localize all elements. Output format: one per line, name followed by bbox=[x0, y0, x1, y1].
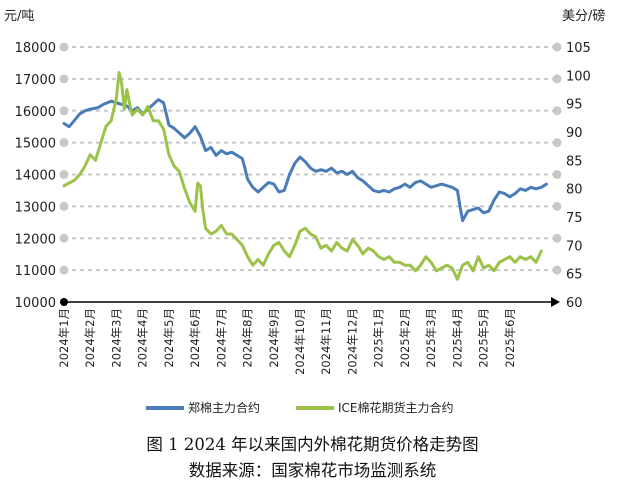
x-tick-label: 2025年5月 bbox=[477, 308, 491, 368]
grid-dot bbox=[552, 201, 562, 211]
x-tick-label: 2024年3月 bbox=[109, 308, 123, 368]
right-tick-label: 95 bbox=[566, 98, 583, 113]
x-tick-label: 2025年6月 bbox=[503, 308, 517, 368]
x-axis-arrow bbox=[551, 297, 560, 307]
legend-label-ice: ICE棉花期货主力合约 bbox=[338, 400, 454, 415]
price-chart: 10000 11000 12000 13000 14000 15000 16000 17000… bbox=[4, 8, 605, 415]
right-axis-unit: 美分/磅 bbox=[562, 8, 605, 24]
series-line-ice bbox=[62, 71, 543, 281]
grid-dot bbox=[552, 42, 562, 52]
grid-dot bbox=[552, 233, 562, 243]
x-tick-label: 2024年2月 bbox=[83, 308, 97, 368]
left-tick-label: 13000 bbox=[15, 200, 56, 215]
legend-label-zhengmian: 郑棉主力合约 bbox=[188, 400, 260, 415]
x-tick-label: 2025年2月 bbox=[398, 308, 412, 368]
right-tick-label: 80 bbox=[566, 183, 583, 198]
x-tick-label: 2024年8月 bbox=[241, 308, 255, 368]
legend: 郑棉主力合约 ICE棉花期货主力合约 bbox=[146, 400, 454, 415]
grid-dot bbox=[552, 170, 562, 179]
x-axis bbox=[60, 297, 560, 307]
left-tick-label: 11000 bbox=[15, 264, 56, 279]
grid-dot bbox=[59, 170, 69, 179]
left-axis-unit: 元/吨 bbox=[4, 9, 34, 24]
x-tick-label: 2024年10月 bbox=[293, 308, 307, 375]
x-tick-label: 2024年7月 bbox=[214, 308, 228, 368]
right-tick-label: 105 bbox=[566, 41, 591, 56]
x-tick-label: 2024年12月 bbox=[345, 308, 359, 375]
right-axis-ticks: 60 65 70 75 80 85 90 95 100 105 bbox=[566, 41, 591, 311]
x-axis-origin-dot bbox=[60, 298, 68, 306]
grid-dot bbox=[59, 265, 69, 275]
left-tick-label: 18000 bbox=[15, 41, 56, 56]
left-tick-label: 16000 bbox=[15, 105, 56, 120]
grid-dot bbox=[59, 138, 69, 148]
x-axis-tick-labels: 2024年1月 2024年2月 2024年3月 2024年4月 2024年5月 2024年… bbox=[57, 308, 517, 375]
right-tick-label: 70 bbox=[566, 239, 583, 254]
left-tick-label: 15000 bbox=[15, 137, 56, 152]
x-tick-label: 2024年1月 bbox=[57, 308, 71, 368]
x-tick-label: 2025年1月 bbox=[372, 308, 386, 368]
x-tick-label: 2024年9月 bbox=[267, 308, 281, 368]
grid-dot bbox=[552, 265, 562, 275]
series-line-zhengmian bbox=[62, 98, 548, 223]
grid-dot bbox=[59, 42, 69, 52]
gridlines bbox=[59, 42, 562, 275]
x-tick-label: 2024年6月 bbox=[188, 308, 202, 368]
figure-source: 数据来源：国家棉花市场监测系统 bbox=[188, 461, 437, 480]
grid-dot bbox=[552, 106, 562, 116]
right-tick-label: 75 bbox=[566, 211, 583, 226]
x-tick-label: 2025年4月 bbox=[450, 308, 464, 368]
right-tick-label: 60 bbox=[566, 296, 583, 311]
right-tick-label: 65 bbox=[566, 268, 583, 283]
series-lines bbox=[62, 71, 548, 281]
right-tick-label: 85 bbox=[566, 154, 583, 169]
grid-dot bbox=[59, 233, 69, 243]
x-tick-label: 2024年4月 bbox=[136, 308, 150, 368]
right-tick-label: 90 bbox=[566, 126, 583, 141]
left-tick-label: 14000 bbox=[15, 169, 56, 184]
figure-title: 图 1 2024 年以来国内外棉花期货价格走势图 bbox=[146, 435, 479, 454]
left-tick-label: 12000 bbox=[15, 232, 56, 247]
grid-dot bbox=[59, 74, 69, 84]
x-tick-label: 2024年5月 bbox=[162, 308, 176, 368]
right-tick-label: 100 bbox=[566, 69, 591, 84]
grid-dot bbox=[552, 138, 562, 148]
grid-dot bbox=[552, 74, 562, 84]
left-axis-ticks: 10000 11000 12000 13000 14000 15000 16000 17000… bbox=[15, 41, 56, 311]
grid-dot bbox=[59, 106, 69, 116]
grid-dot bbox=[59, 201, 69, 211]
left-tick-label: 17000 bbox=[15, 73, 56, 88]
x-tick-label: 2025年3月 bbox=[424, 308, 438, 368]
left-tick-label: 10000 bbox=[15, 296, 56, 311]
x-tick-label: 2024年11月 bbox=[319, 308, 333, 375]
